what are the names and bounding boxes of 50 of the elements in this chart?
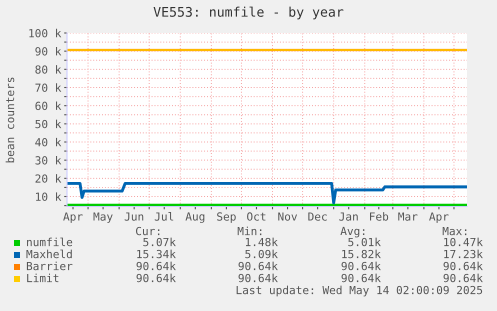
text: 15.82k [342,250,381,258]
x-tick-label: Jul [154,212,174,221]
x-tick-label: Apr [429,212,449,223]
legend-label: Limit [27,274,58,282]
text: 90.64k [238,274,278,282]
x-tick-label: Jun [124,212,144,221]
text: 90.64k [136,262,176,270]
y-tick-label: 60 k [35,101,62,110]
legend-label: Maxheld [26,250,72,258]
text: 90.64k [342,262,381,270]
y-tick-label: 70 k [35,83,62,92]
x-tick-label: Sep [217,212,236,223]
x-tick-label: Mar [398,212,418,221]
y-tick-label: 40 k [35,138,62,146]
x-tick-label: Dec [308,212,327,221]
text: 5.07k [143,238,176,246]
x-tick-label: Nov [278,212,298,221]
text: 10.47k [444,238,483,246]
x-tick-label: Feb [370,212,388,221]
y-tick-label: 80 k [35,65,62,74]
chart-title: VE553: numfile - by year [154,6,344,20]
text: 90.64k [444,262,483,270]
x-tick-label: May [94,212,113,223]
text: Avg: [340,226,364,238]
text: Max: [442,226,466,236]
text: Last update: Wed May 14 02:00:09 2025 [236,286,482,296]
legend-label: numfile [27,238,72,246]
text: 1.48k [246,238,278,246]
text: 90.64k [444,274,483,282]
y-tick-label: 90 k [35,46,62,56]
text: 17.23k [444,250,483,258]
y-tick-label: 20 k [36,174,62,183]
text: 90.64k [136,274,176,282]
x-tick-label: Jan [339,212,358,221]
text: 5.01k [348,238,381,246]
y-axis-title: bean counters [6,78,14,162]
y-tick-label: 30 k [35,156,62,165]
text: 5.09k [245,250,278,258]
x-tick-label: Aug [185,212,204,223]
text: 15.34k [137,250,176,258]
text: 90.64k [342,274,381,282]
y-tick-label: 50 k [35,120,62,128]
x-tick-label: Apr [63,212,83,223]
text: Min: [238,226,262,236]
y-tick-label: 10 k [36,192,62,201]
text: Cur: [136,226,160,236]
text: 90.64k [238,262,278,270]
legend-label: Barrier [26,262,72,270]
y-tick-label: 100 k [29,28,62,38]
x-tick-label: Oct [247,212,266,221]
